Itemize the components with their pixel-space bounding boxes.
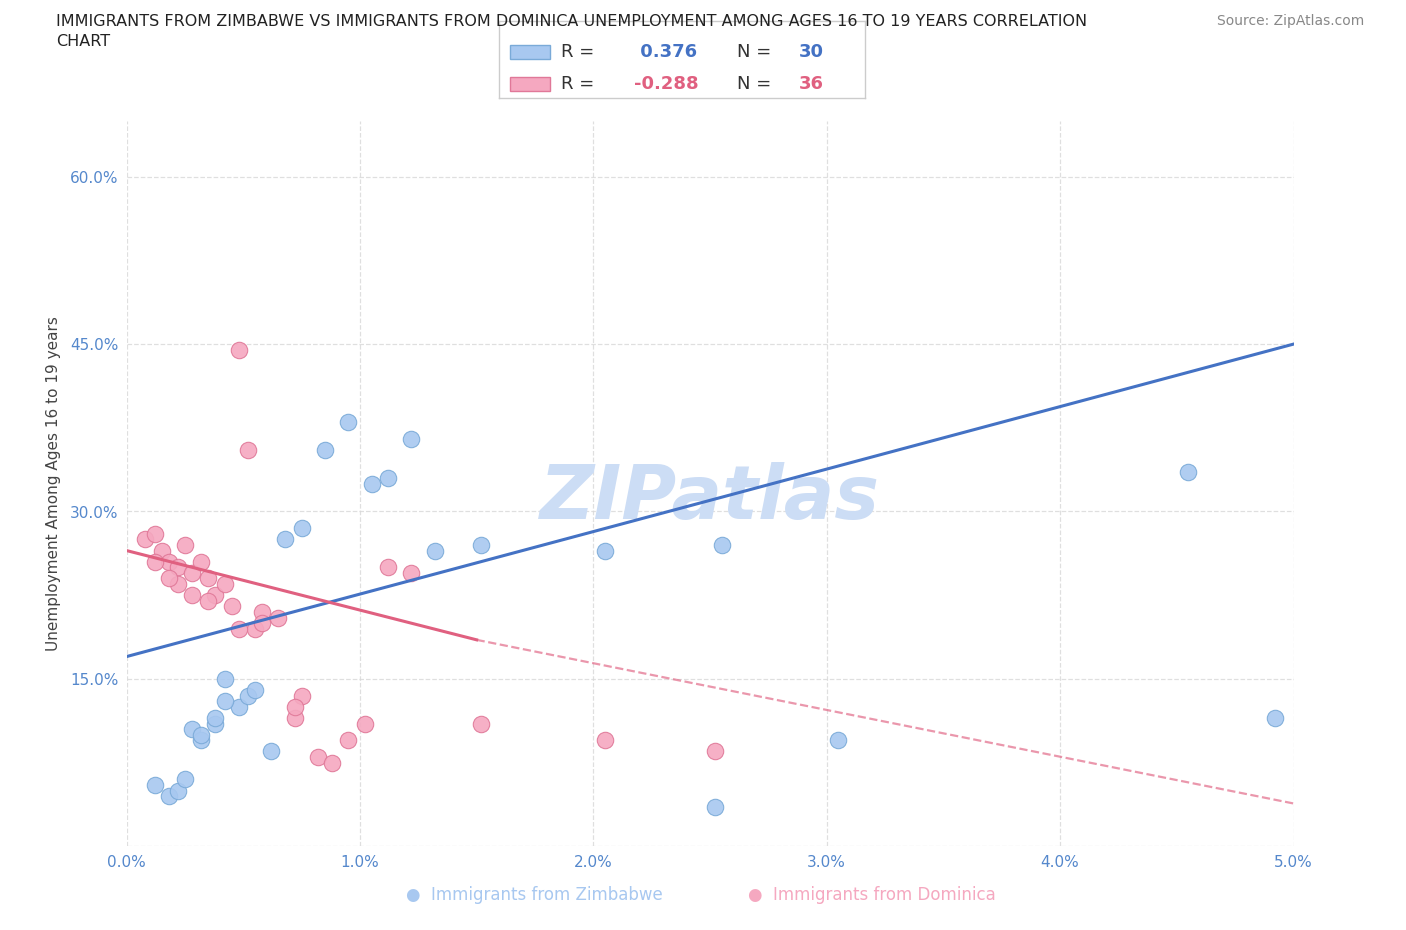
Point bbox=[221, 599, 243, 614]
Text: R =: R = bbox=[561, 43, 600, 60]
Text: IMMIGRANTS FROM ZIMBABWE VS IMMIGRANTS FROM DOMINICA UNEMPLOYMENT AMONG AGES 16 : IMMIGRANTS FROM ZIMBABWE VS IMMIGRANTS F… bbox=[56, 14, 1087, 29]
Point bbox=[236, 688, 259, 703]
Point bbox=[1177, 465, 1199, 480]
Point bbox=[377, 560, 399, 575]
Point bbox=[274, 532, 297, 547]
Point bbox=[353, 716, 375, 731]
Point bbox=[157, 789, 180, 804]
Text: ZIPatlas: ZIPatlas bbox=[540, 461, 880, 535]
Point bbox=[214, 577, 236, 591]
Point bbox=[703, 800, 725, 815]
Point bbox=[214, 694, 236, 709]
Point bbox=[167, 577, 190, 591]
Point bbox=[190, 733, 212, 748]
Point bbox=[284, 699, 307, 714]
Point bbox=[593, 733, 616, 748]
Text: N =: N = bbox=[737, 75, 776, 93]
Point bbox=[703, 744, 725, 759]
Point bbox=[228, 342, 250, 357]
Point bbox=[593, 543, 616, 558]
Text: Source: ZipAtlas.com: Source: ZipAtlas.com bbox=[1216, 14, 1364, 28]
Point bbox=[180, 588, 202, 603]
Point bbox=[321, 755, 343, 770]
Point bbox=[143, 777, 166, 792]
Text: CHART: CHART bbox=[56, 34, 110, 49]
Point bbox=[267, 610, 290, 625]
Point bbox=[290, 688, 312, 703]
Point bbox=[228, 699, 250, 714]
Point bbox=[243, 683, 266, 698]
FancyBboxPatch shape bbox=[510, 77, 550, 91]
Point bbox=[710, 538, 733, 552]
Point bbox=[180, 722, 202, 737]
Point bbox=[377, 471, 399, 485]
Point bbox=[134, 532, 156, 547]
Point bbox=[260, 744, 283, 759]
Point bbox=[360, 476, 382, 491]
Text: 30: 30 bbox=[799, 43, 824, 60]
Point bbox=[204, 716, 226, 731]
Point bbox=[167, 783, 190, 798]
Text: R =: R = bbox=[561, 75, 600, 93]
Point bbox=[337, 733, 360, 748]
Point bbox=[307, 750, 329, 764]
Point bbox=[401, 565, 423, 580]
Point bbox=[337, 415, 360, 430]
Point bbox=[174, 538, 197, 552]
Text: -0.288: -0.288 bbox=[634, 75, 699, 93]
Point bbox=[250, 604, 273, 619]
Point bbox=[314, 443, 336, 458]
Point bbox=[174, 772, 197, 787]
Text: 0.376: 0.376 bbox=[634, 43, 697, 60]
Point bbox=[204, 711, 226, 725]
Point bbox=[157, 554, 180, 569]
Point bbox=[190, 554, 212, 569]
Point bbox=[180, 565, 202, 580]
Point bbox=[236, 443, 259, 458]
Text: ●  Immigrants from Dominica: ● Immigrants from Dominica bbox=[748, 885, 995, 904]
Point bbox=[150, 543, 173, 558]
Point bbox=[243, 621, 266, 636]
Point bbox=[423, 543, 446, 558]
Point bbox=[167, 560, 190, 575]
Point bbox=[197, 593, 219, 608]
Point bbox=[827, 733, 849, 748]
Text: 36: 36 bbox=[799, 75, 824, 93]
Point bbox=[1264, 711, 1286, 725]
Point bbox=[470, 716, 492, 731]
Text: ●  Immigrants from Zimbabwe: ● Immigrants from Zimbabwe bbox=[406, 885, 662, 904]
Point bbox=[143, 526, 166, 541]
Point bbox=[204, 588, 226, 603]
Point bbox=[228, 621, 250, 636]
FancyBboxPatch shape bbox=[510, 45, 550, 59]
Point bbox=[157, 571, 180, 586]
Point bbox=[190, 727, 212, 742]
Y-axis label: Unemployment Among Ages 16 to 19 years: Unemployment Among Ages 16 to 19 years bbox=[46, 316, 62, 651]
Point bbox=[250, 616, 273, 631]
Point bbox=[401, 432, 423, 446]
Text: N =: N = bbox=[737, 43, 776, 60]
Point bbox=[143, 554, 166, 569]
Point bbox=[290, 521, 312, 536]
Point bbox=[214, 671, 236, 686]
Point bbox=[197, 571, 219, 586]
Point bbox=[284, 711, 307, 725]
Point bbox=[470, 538, 492, 552]
